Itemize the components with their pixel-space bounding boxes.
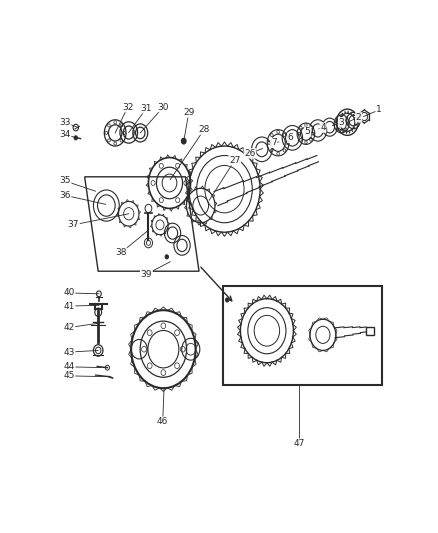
Text: 36: 36 xyxy=(59,191,71,200)
Text: 31: 31 xyxy=(141,104,152,113)
Text: 38: 38 xyxy=(115,248,127,257)
Text: 45: 45 xyxy=(64,372,75,381)
Text: 33: 33 xyxy=(59,118,71,127)
Text: 46: 46 xyxy=(157,417,168,426)
Text: 28: 28 xyxy=(198,125,210,134)
Text: 34: 34 xyxy=(59,130,71,139)
Text: 42: 42 xyxy=(64,323,74,332)
Text: 35: 35 xyxy=(59,176,71,185)
Text: 27: 27 xyxy=(229,156,240,165)
Text: 41: 41 xyxy=(64,302,75,311)
Text: 43: 43 xyxy=(64,348,75,357)
Text: 2: 2 xyxy=(356,113,361,122)
Text: 1: 1 xyxy=(376,106,382,115)
Text: 7: 7 xyxy=(271,138,276,147)
Text: 40: 40 xyxy=(64,288,75,297)
Text: 29: 29 xyxy=(183,108,194,117)
Text: 32: 32 xyxy=(122,102,134,111)
Text: 3: 3 xyxy=(339,118,344,127)
Text: 5: 5 xyxy=(305,127,311,136)
Text: 44: 44 xyxy=(64,362,74,372)
Circle shape xyxy=(165,255,169,259)
Bar xyxy=(366,327,374,335)
Text: 47: 47 xyxy=(293,439,305,448)
Text: 4: 4 xyxy=(320,123,326,132)
Circle shape xyxy=(74,136,78,140)
Text: 37: 37 xyxy=(67,220,79,229)
Text: 6: 6 xyxy=(288,133,293,142)
Circle shape xyxy=(181,138,186,144)
Text: 39: 39 xyxy=(141,270,152,279)
Text: 26: 26 xyxy=(244,149,256,158)
Bar xyxy=(223,286,382,385)
Text: 30: 30 xyxy=(158,102,169,111)
Circle shape xyxy=(226,298,229,302)
